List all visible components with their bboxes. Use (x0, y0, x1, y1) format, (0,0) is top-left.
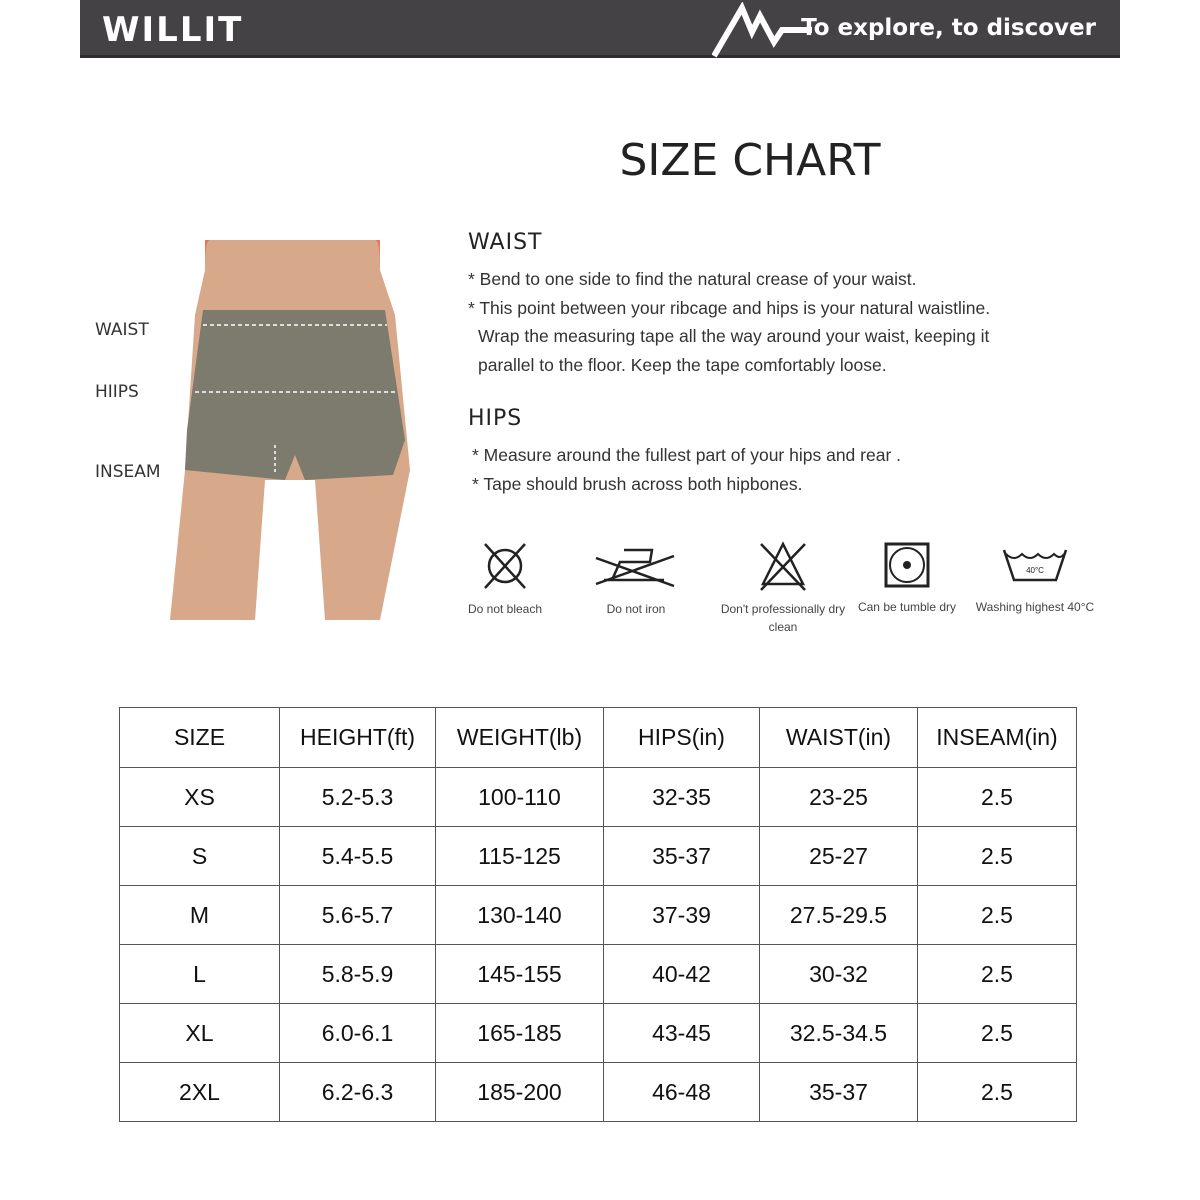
col-height: HEIGHT(ft) (279, 707, 436, 768)
cell-weight: 130-140 (435, 885, 604, 945)
care-label: Don't professionally dry clean (720, 602, 846, 634)
col-inseam: INSEAM(in) (917, 707, 1077, 768)
waist-heading: WAIST (468, 230, 543, 255)
no-bleach-icon (484, 543, 526, 589)
cell-size: S (119, 826, 280, 886)
tagline: To explore, to discover (801, 15, 1096, 41)
table-row: M 5.6-5.7 130-140 37-39 27.5-29.5 2.5 (119, 885, 1077, 945)
care-no-bleach: Do not bleach (440, 540, 570, 618)
label-waist: WAIST (95, 320, 149, 340)
cell-size: L (119, 944, 280, 1004)
table-row: XS 5.2-5.3 100-110 32-35 23-25 2.5 (119, 767, 1077, 827)
care-tumble-dry: Can be tumble dry (842, 540, 972, 616)
care-label: Can be tumble dry (857, 600, 957, 614)
cell-height: 6.0-6.1 (279, 1003, 436, 1063)
size-table: SIZE HEIGHT(ft) WEIGHT(lb) HIPS(in) WAIS… (119, 707, 1077, 1122)
cell-height: 6.2-6.3 (279, 1062, 436, 1122)
cell-waist: 32.5-34.5 (759, 1003, 918, 1063)
cell-hips: 43-45 (603, 1003, 760, 1063)
no-dry-clean-icon (760, 541, 806, 591)
col-size: SIZE (119, 707, 280, 768)
cell-weight: 115-125 (435, 826, 604, 886)
col-weight: WEIGHT(lb) (435, 707, 604, 768)
model-shorts-photo (165, 240, 415, 620)
table-header-row: SIZE HEIGHT(ft) WEIGHT(lb) HIPS(in) WAIS… (119, 707, 1077, 768)
cell-hips: 35-37 (603, 826, 760, 886)
col-hips: HIPS(in) (603, 707, 760, 768)
cell-height: 5.4-5.5 (279, 826, 436, 886)
cell-hips: 46-48 (603, 1062, 760, 1122)
cell-waist: 23-25 (759, 767, 918, 827)
care-label: Do not iron (606, 602, 666, 616)
cell-inseam: 2.5 (917, 767, 1077, 827)
label-hips: HIIPS (95, 382, 139, 402)
care-label: Washing highest 40°C (975, 600, 1095, 614)
cell-inseam: 2.5 (917, 1003, 1077, 1063)
cell-waist: 30-32 (759, 944, 918, 1004)
hips-heading: HIPS (468, 406, 523, 431)
cell-waist: 35-37 (759, 1062, 918, 1122)
care-no-dry-clean: Don't professionally dry clean (718, 540, 848, 636)
hips-line: * Measure around the fullest part of you… (472, 445, 901, 465)
cell-hips: 40-42 (603, 944, 760, 1004)
cell-waist: 25-27 (759, 826, 918, 886)
col-waist: WAIST(in) (759, 707, 918, 768)
cell-size: 2XL (119, 1062, 280, 1122)
care-no-iron: Do not iron (571, 540, 701, 618)
page-title: SIZE CHART (619, 135, 881, 186)
waist-line: * Bend to one side to find the natural c… (468, 269, 917, 289)
no-iron-icon (595, 548, 675, 588)
cell-hips: 37-39 (603, 885, 760, 945)
cell-height: 5.6-5.7 (279, 885, 436, 945)
waist-line: Wrap the measuring tape all the way arou… (478, 326, 990, 346)
waist-line: parallel to the floor. Keep the tape com… (478, 354, 887, 375)
cell-weight: 100-110 (435, 767, 604, 827)
cell-height: 5.2-5.3 (279, 767, 436, 827)
cell-size: XL (119, 1003, 280, 1063)
brand-name: WILLIT (102, 10, 244, 50)
cell-waist: 27.5-29.5 (759, 885, 918, 945)
cell-inseam: 2.5 (917, 885, 1077, 945)
cell-height: 5.8-5.9 (279, 944, 436, 1004)
care-wash-40: 40°C Washing highest 40°C (970, 540, 1100, 616)
waist-line: * This point between your ribcage and hi… (468, 297, 991, 318)
table-row: XL 6.0-6.1 165-185 43-45 32.5-34.5 2.5 (119, 1003, 1077, 1063)
wash-temp: 40°C (1026, 566, 1044, 575)
table-row: 2XL 6.2-6.3 185-200 46-48 35-37 2.5 (119, 1062, 1077, 1122)
cell-hips: 32-35 (603, 767, 760, 827)
care-label: Do not bleach (467, 602, 543, 616)
hips-line: * Tape should brush across both hipbones… (472, 473, 803, 494)
mountain-logo-icon (712, 2, 812, 58)
brand-header: WILLIT To explore, to discover (80, 0, 1120, 58)
cell-inseam: 2.5 (917, 1062, 1077, 1122)
hips-instructions: * Measure around the fullest part of you… (472, 441, 1092, 498)
cell-size: XS (119, 767, 280, 827)
table-row: L 5.8-5.9 145-155 40-42 30-32 2.5 (119, 944, 1077, 1004)
wash-40-icon: 40°C (1002, 549, 1068, 582)
label-inseam: INSEAM (95, 462, 161, 482)
cell-weight: 185-200 (435, 1062, 604, 1122)
cell-inseam: 2.5 (917, 826, 1077, 886)
waist-instructions: * Bend to one side to find the natural c… (468, 265, 1088, 379)
cell-weight: 165-185 (435, 1003, 604, 1063)
cell-weight: 145-155 (435, 944, 604, 1004)
cell-size: M (119, 885, 280, 945)
tumble-dry-icon (884, 542, 930, 588)
cell-inseam: 2.5 (917, 944, 1077, 1004)
table-row: S 5.4-5.5 115-125 35-37 25-27 2.5 (119, 826, 1077, 886)
